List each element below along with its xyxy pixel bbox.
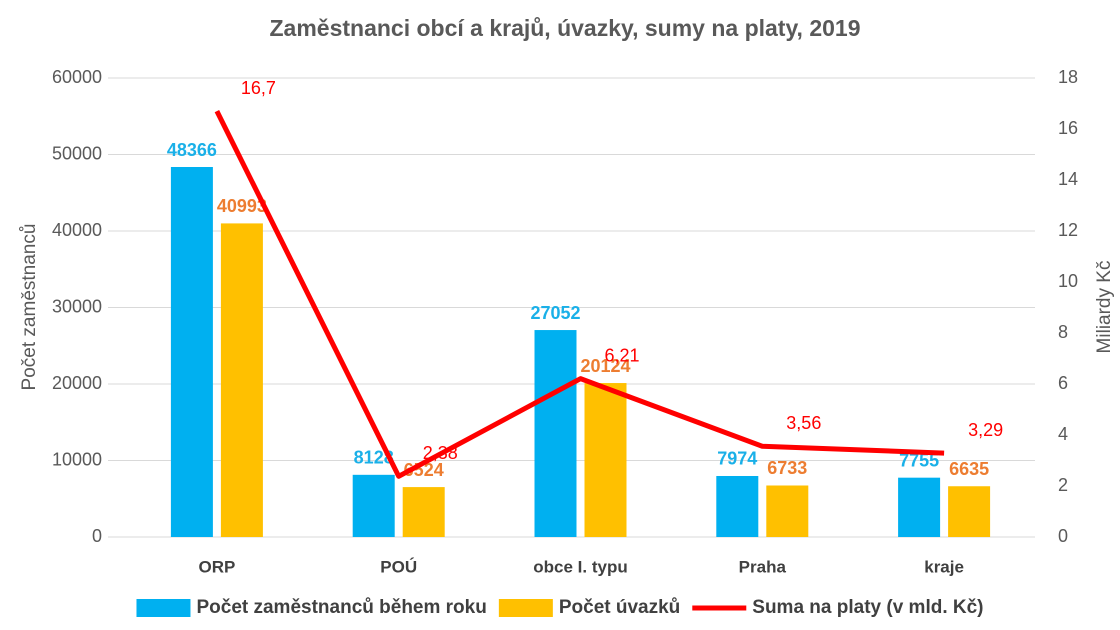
x-tick-label: ORP [198, 557, 235, 576]
y2-tick-label: 0 [1058, 526, 1068, 546]
y-tick-label: 10000 [52, 449, 102, 469]
bar-value-label: 20124 [580, 356, 630, 376]
x-tick-label: kraje [924, 557, 964, 576]
bar [170, 167, 213, 537]
bar-value-label: 27052 [530, 303, 580, 323]
bar [716, 475, 759, 537]
bar-value-label: 40993 [217, 196, 267, 216]
bar [898, 477, 941, 537]
y2-tick-label: 10 [1058, 271, 1078, 291]
legend-label: Počet úvazků [559, 597, 680, 618]
bar [534, 330, 577, 537]
x-tick-label: obce I. typu [533, 557, 627, 576]
y2-tick-label: 12 [1058, 220, 1078, 240]
x-tick-label: Praha [739, 557, 787, 576]
bar-value-label: 6635 [949, 459, 989, 479]
y2-tick-label: 4 [1058, 424, 1068, 444]
y-axis-title: Počet zaměstnanců [19, 224, 40, 391]
y-tick-label: 50000 [52, 143, 102, 163]
bar-value-label: 6524 [404, 460, 444, 480]
y2-tick-label: 2 [1058, 475, 1068, 495]
y2-tick-label: 6 [1058, 373, 1068, 393]
bar [220, 223, 263, 537]
line-value-label: 6,21 [605, 345, 640, 365]
y2-axis-title: Miliardy Kč [1094, 261, 1115, 354]
bar [402, 487, 445, 537]
bar-value-label: 6733 [767, 458, 807, 478]
bar [766, 485, 809, 537]
bar-value-label: 48366 [167, 140, 217, 160]
y-tick-label: 60000 [52, 67, 102, 87]
y-tick-label: 40000 [52, 220, 102, 240]
line-value-label: 2,38 [423, 443, 458, 463]
line-value-label: 16,7 [241, 78, 276, 98]
y2-tick-label: 16 [1058, 118, 1078, 138]
x-tick-label: POÚ [380, 557, 417, 576]
bar [352, 474, 395, 537]
bar-value-label: 7755 [899, 450, 939, 470]
bar-value-label: 8128 [354, 448, 394, 468]
legend-swatch [136, 599, 191, 617]
chart-title: Zaměstnanci obcí a krajů, úvazky, sumy n… [269, 15, 860, 41]
y2-tick-label: 14 [1058, 169, 1078, 189]
y2-tick-label: 8 [1058, 322, 1068, 342]
bar-value-label: 7974 [717, 449, 757, 469]
line-value-label: 3,56 [786, 413, 821, 433]
line [214, 110, 945, 479]
legend-label: Počet zaměstnanců během roku [196, 597, 486, 618]
y2-tick-label: 18 [1058, 67, 1078, 87]
bar [584, 383, 627, 537]
y-tick-label: 30000 [52, 296, 102, 316]
bar [948, 486, 991, 537]
y-tick-label: 0 [92, 526, 102, 546]
y-tick-label: 20000 [52, 373, 102, 393]
line-value-label: 3,29 [968, 420, 1003, 440]
legend-swatch [498, 599, 553, 617]
legend-label: Suma na platy (v mld. Kč) [752, 597, 983, 618]
